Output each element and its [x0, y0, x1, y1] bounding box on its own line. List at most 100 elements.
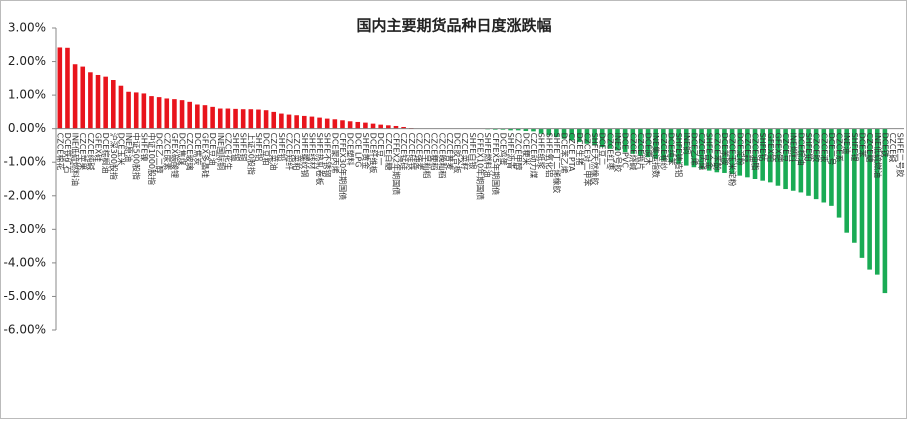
x-tick-label: DCE塑料: [346, 133, 356, 166]
x-tick-label: SHFE热轧卷板: [315, 133, 325, 186]
bar: [661, 128, 666, 161]
x-tick-label: CFFEX5年期国债: [491, 133, 501, 195]
x-tick-label: CZCE锰硅: [399, 133, 409, 171]
x-tick-label: CZCE丙烯: [697, 133, 707, 171]
bar: [149, 96, 154, 129]
x-tick-label: CZCE玻璃: [185, 133, 195, 171]
x-tick-label: DCE豆油: [208, 133, 218, 166]
bar: [844, 128, 849, 233]
bar: [821, 128, 827, 203]
bar: [340, 120, 345, 129]
x-tick-label: CFFEX2年期国债: [391, 133, 401, 195]
bar: [599, 128, 605, 148]
bar: [653, 128, 659, 159]
bar: [172, 99, 177, 129]
bar: [279, 113, 284, 129]
x-tick-label: INE低硫燃料油: [71, 133, 81, 186]
bar: [111, 80, 116, 129]
x-tick-label: DCE聚丙烯: [330, 133, 340, 174]
x-tick-label: CZCE油脂: [751, 133, 761, 171]
bar: [577, 128, 582, 143]
bar: [95, 74, 101, 129]
x-tick-label: DCE豆粕: [262, 133, 272, 166]
x-tick-label: SHFE螺纹钢: [300, 133, 310, 178]
x-tick-label: DCE二号: [827, 133, 836, 166]
x-tick-label: SHFE铅: [277, 133, 287, 162]
bar: [141, 93, 147, 129]
x-tick-label: SHFE丁二烯橡胶: [552, 133, 562, 194]
bar: [248, 109, 254, 129]
x-tick-label: GFEX铂: [766, 133, 776, 162]
bar: [179, 100, 185, 129]
bar: [286, 114, 292, 129]
x-tick-label: DCE豆一: [376, 133, 385, 166]
x-tick-label: CZCE尿素: [162, 133, 172, 171]
x-tick-label: SHFE二号胶: [896, 133, 906, 178]
bar: [729, 128, 735, 174]
x-tick-label: SHFE氧化铝: [544, 133, 554, 178]
bar: [65, 47, 70, 129]
bar: [569, 128, 574, 141]
x-tick-label: DCE铁: [880, 133, 890, 158]
bar: [813, 128, 819, 200]
x-tick-label: CZCE瓶片: [636, 133, 646, 171]
bar: [80, 66, 86, 129]
x-tick-label: CZCE动力煤: [529, 133, 539, 179]
bar: [630, 128, 636, 154]
x-tick-label: DCE苯胺: [720, 133, 730, 166]
x-tick-label: DCE苯乙烯: [560, 133, 570, 174]
x-tick-label: SHFE镍: [139, 133, 149, 162]
bar: [370, 123, 376, 129]
x-tick-label: DCE鸡蛋: [498, 133, 508, 166]
bar: [378, 124, 383, 129]
bar: [210, 106, 215, 129]
bar: [745, 128, 750, 178]
x-tick-label: DCE铁矿石: [63, 133, 73, 174]
bar: [118, 85, 124, 129]
x-tick-label: CZCE纯碱: [86, 133, 96, 171]
bar: [538, 128, 544, 134]
bar: [592, 128, 597, 146]
bar: [233, 108, 238, 129]
bar: [332, 119, 338, 129]
x-tick-label: CZCE短纤: [285, 133, 295, 171]
bar: [768, 128, 773, 183]
x-tick-label: DCE豆二: [598, 133, 607, 166]
x-tick-label: GFEX硅: [94, 133, 104, 162]
x-tick-label: DCE纯苯: [666, 133, 676, 166]
x-tick-label: SHFE钴: [758, 133, 768, 162]
x-tick-label: GFEX多晶硅: [200, 133, 210, 178]
y-tick-label: 3.00%: [8, 21, 46, 35]
bar: [492, 128, 498, 130]
bar: [829, 128, 834, 206]
bar: [523, 128, 529, 132]
bar: [683, 128, 689, 166]
bar: [706, 128, 712, 171]
x-tick-label: CZCE硅铁: [407, 133, 417, 171]
x-tick-label: INE集运指数: [651, 133, 661, 178]
bar: [317, 117, 322, 129]
bar: [607, 128, 613, 149]
x-tick-label: CZCE红枣: [605, 133, 615, 171]
bar: [798, 128, 804, 193]
x-tick-label: CZCE糖: [865, 133, 875, 163]
x-tick-label: GFEX碳酸锂: [170, 133, 180, 178]
bar: [386, 125, 391, 129]
x-tick-label: 中证500股指: [132, 133, 142, 180]
x-tick-label: DCE焦炭: [193, 133, 203, 166]
x-tick-label: INE油: [842, 133, 852, 154]
x-tick-label: SHFE沥青: [506, 133, 516, 170]
bar: [156, 97, 162, 129]
bar: [508, 128, 513, 131]
y-tick-label: -1.00%: [4, 155, 46, 169]
x-tick-label: DCE粳米: [521, 133, 531, 166]
x-tick-label: DCE棕油: [796, 133, 806, 166]
bar: [164, 98, 170, 129]
bar: [309, 116, 315, 129]
bar: [622, 128, 628, 153]
x-tick-label: CZCE对二甲苯: [582, 133, 592, 187]
bar: [836, 128, 842, 218]
bar: [852, 128, 857, 243]
bar: [515, 128, 521, 131]
x-tick-label: SHFE铝: [254, 133, 264, 162]
